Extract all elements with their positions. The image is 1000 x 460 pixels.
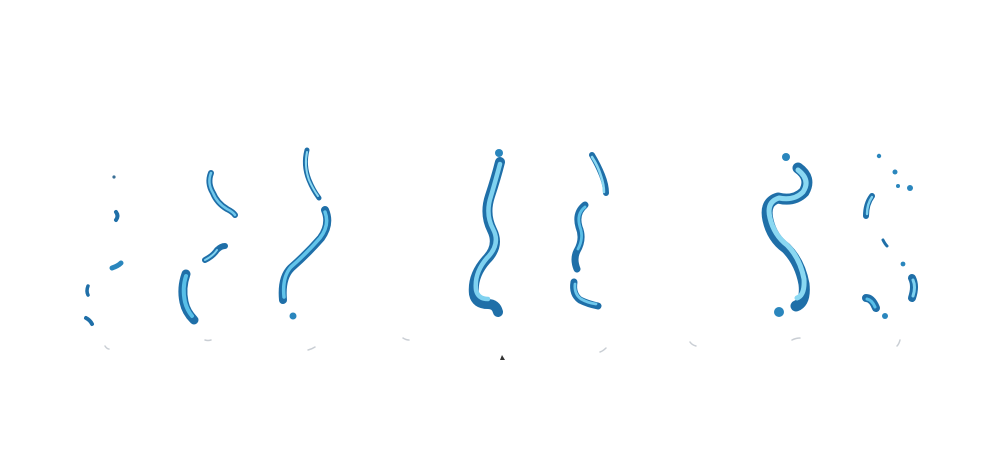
splash-stream-3 (278, 147, 332, 351)
splash-stream-2 (178, 170, 238, 342)
splash-stream-5 (570, 152, 609, 353)
splash-stream-4 (402, 149, 505, 360)
splash-stream-6 (689, 153, 813, 347)
splash-stream-1 (84, 175, 124, 350)
splash-stream-7 (862, 153, 918, 347)
